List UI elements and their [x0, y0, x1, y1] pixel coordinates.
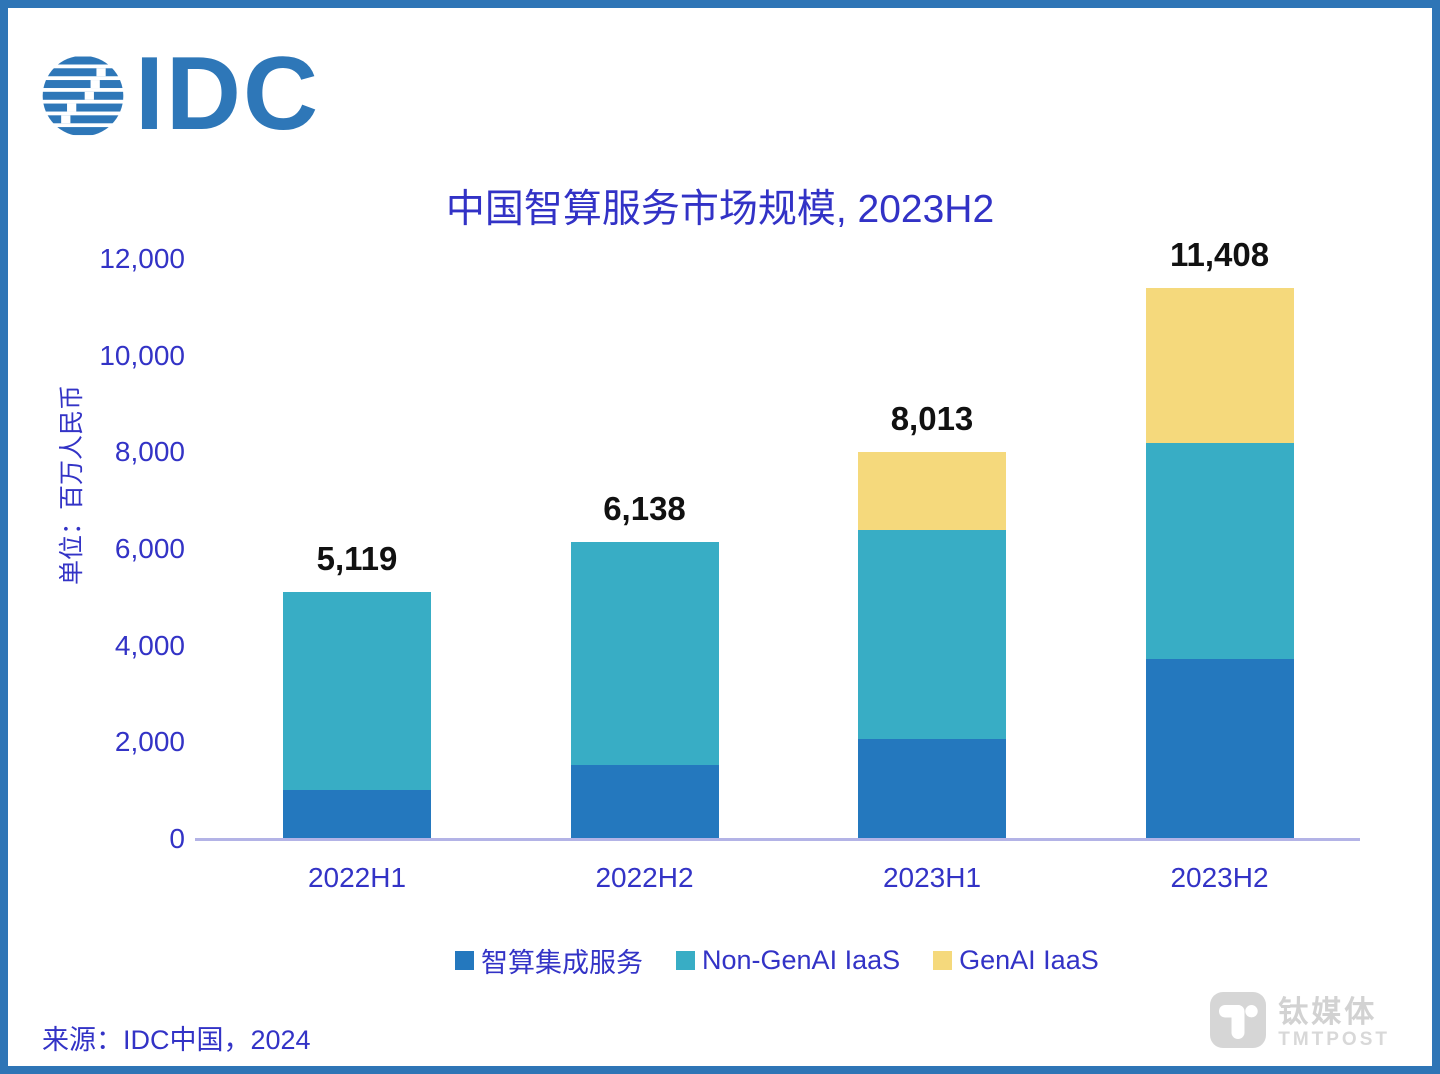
legend-swatch [676, 951, 695, 970]
bar-segment [1145, 443, 1294, 659]
tmtpost-watermark-text: 钛媒体 TMTPOST [1278, 996, 1390, 1051]
bar-segment [570, 764, 719, 839]
bar-2022H2 [570, 542, 719, 839]
x-axis-label: 2023H2 [1170, 862, 1269, 893]
bar-total-label: 8,013 [890, 399, 974, 437]
legend-swatch [455, 951, 474, 970]
y-tick-label: 8,000 [114, 436, 185, 468]
bar-2023H1 [858, 451, 1006, 839]
x-axis-label: 2022H2 [595, 862, 694, 893]
legend-label: 智算集成服务 [481, 948, 643, 978]
bar-2022H1 [283, 591, 431, 839]
bar-segment [283, 789, 431, 839]
idc-logo-text: IDC [135, 36, 321, 152]
tmtpost-watermark: 钛媒体 TMTPOST [1210, 992, 1390, 1050]
bar-total-label: 6,138 [603, 490, 686, 528]
x-axis-line [195, 838, 1360, 841]
y-tick-label: 2,000 [114, 726, 185, 758]
y-tick-label: 0 [169, 823, 185, 854]
tmtpost-t-icon [1210, 992, 1267, 1048]
plot-area: 5,119 2022H1 6,138 2022H2 8,013 2023H1 11,408 2… [195, 236, 1360, 893]
idc-globe-icon [42, 56, 124, 136]
legend: 智算集成服务 Non-GenAI IaaS GenAI IaaS [455, 941, 1099, 980]
legend-item: Non-GenAI IaaS [676, 945, 900, 976]
bar-segment [1145, 287, 1294, 444]
legend-item: 智算集成服务 [455, 941, 643, 980]
watermark-en: TMTPOST [1278, 1029, 1390, 1050]
bar-total-label: 5,119 [316, 539, 398, 577]
y-axis-ticks: 0 2,000 4,000 6,000 8,000 10,000 12,000 [38, 243, 185, 854]
legend-label: Non-GenAI IaaS [702, 945, 901, 975]
bar-segment [283, 591, 431, 790]
source-note: 来源：IDC中国，2024 [42, 1025, 311, 1055]
bar-2023H2 [1145, 287, 1294, 839]
chart-title: 中国智算服务市场规模, 2023H2 [445, 188, 995, 231]
legend-item: GenAI IaaS [933, 945, 1099, 976]
y-tick-label: 12,000 [99, 243, 185, 274]
y-axis-title: 单位：百万人民币 [58, 384, 86, 586]
idc-logo: IDC [41, 42, 320, 146]
bar-total-label: 11,408 [1169, 235, 1270, 273]
legend-label: GenAI IaaS [959, 945, 1099, 975]
bar-segment [1145, 658, 1294, 839]
bar-segment [858, 738, 1006, 839]
watermark-cn: 钛媒体 [1278, 996, 1378, 1029]
y-tick-label: 10,000 [99, 339, 185, 371]
y-tick-label: 6,000 [114, 533, 185, 564]
bar-segment [570, 542, 719, 765]
legend-swatch [933, 951, 953, 970]
y-tick-label: 4,000 [114, 629, 185, 661]
x-axis-label: 2023H1 [882, 862, 982, 893]
bar-segment [858, 451, 1006, 530]
bar-segment [858, 529, 1006, 739]
x-axis-label: 2022H1 [307, 862, 407, 893]
